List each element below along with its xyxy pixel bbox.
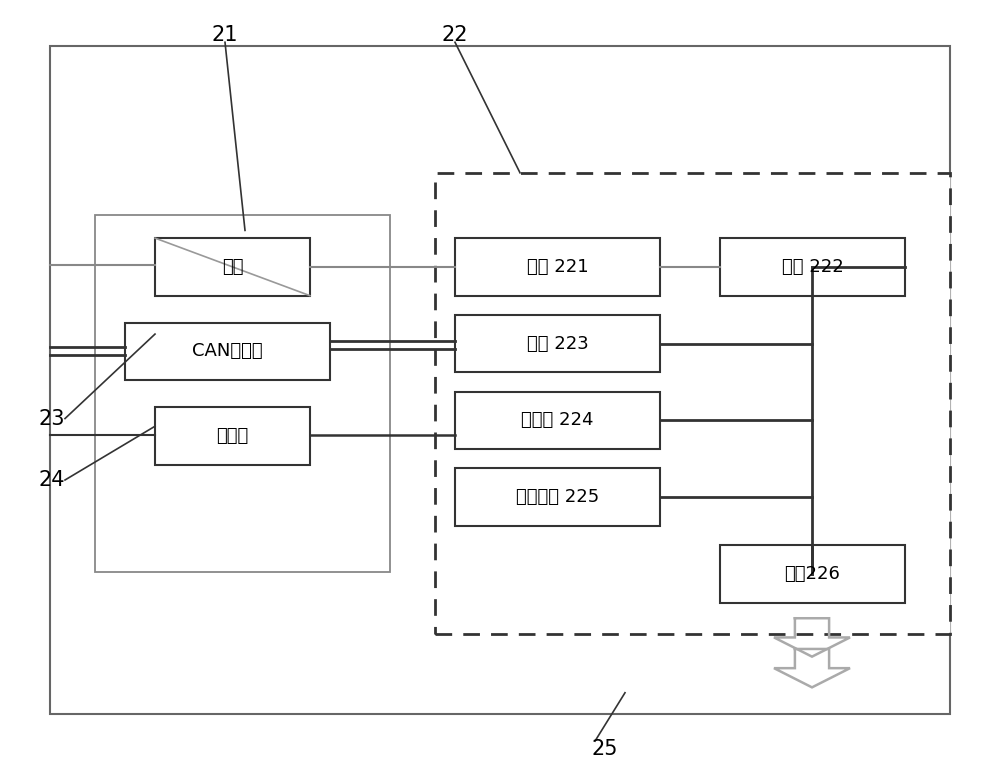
Bar — [455, 238, 660, 296]
Text: 电源 221: 电源 221 — [527, 258, 588, 276]
Bar — [720, 238, 905, 296]
Bar — [50, 46, 950, 714]
Bar — [435, 173, 950, 634]
Text: 通讯 223: 通讯 223 — [527, 335, 588, 353]
Text: 22: 22 — [442, 25, 468, 45]
Text: 看门狗: 看门狗 — [216, 427, 249, 445]
Bar — [155, 407, 310, 465]
Bar — [95, 215, 390, 572]
Bar — [155, 238, 310, 296]
Bar — [455, 315, 660, 372]
Bar — [720, 545, 905, 603]
Text: 23: 23 — [39, 409, 65, 429]
Text: CAN收发器: CAN收发器 — [192, 343, 263, 360]
Text: 电源: 电源 — [222, 258, 243, 276]
Bar — [455, 392, 660, 449]
Bar — [125, 323, 330, 380]
Text: 21: 21 — [212, 25, 238, 45]
Bar — [455, 468, 660, 526]
Text: 模数转换 225: 模数转换 225 — [516, 488, 599, 506]
Text: 内核 222: 内核 222 — [782, 258, 843, 276]
Text: 无线226: 无线226 — [785, 565, 840, 583]
Text: 25: 25 — [592, 739, 618, 759]
Text: 看门狗 224: 看门狗 224 — [521, 412, 594, 429]
Text: 24: 24 — [39, 470, 65, 490]
